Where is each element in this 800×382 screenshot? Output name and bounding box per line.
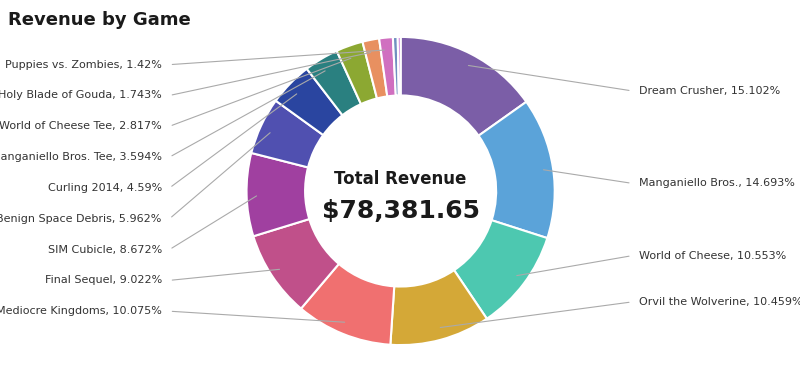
Text: Manganiello Bros., 14.693%: Manganiello Bros., 14.693% (639, 178, 795, 188)
Text: Final Sequel, 9.022%: Final Sequel, 9.022% (45, 275, 162, 285)
Text: SIM Cubicle, 8.672%: SIM Cubicle, 8.672% (47, 244, 162, 254)
Wedge shape (398, 37, 401, 96)
Wedge shape (401, 37, 526, 136)
Wedge shape (390, 270, 487, 345)
Wedge shape (306, 51, 361, 115)
Text: Manganiello Bros. Tee, 3.594%: Manganiello Bros. Tee, 3.594% (0, 152, 162, 162)
Text: Curling 2014, 4.59%: Curling 2014, 4.59% (47, 183, 162, 193)
Wedge shape (254, 219, 339, 309)
Wedge shape (301, 264, 394, 345)
Wedge shape (478, 102, 554, 238)
Text: World of Cheese, 10.553%: World of Cheese, 10.553% (639, 251, 786, 261)
Text: Puppies vs. Zombies, 1.42%: Puppies vs. Zombies, 1.42% (5, 60, 162, 70)
Text: Holy Blade of Gouda, 1.743%: Holy Blade of Gouda, 1.743% (0, 91, 162, 100)
Wedge shape (454, 220, 547, 319)
Wedge shape (362, 39, 387, 99)
Text: Dream Crusher, 15.102%: Dream Crusher, 15.102% (639, 86, 781, 96)
Wedge shape (379, 37, 396, 96)
Text: Orvil the Wolverine, 10.459%: Orvil the Wolverine, 10.459% (639, 297, 800, 307)
Text: Benign Space Debris, 5.962%: Benign Space Debris, 5.962% (0, 214, 162, 224)
Wedge shape (393, 37, 399, 96)
Wedge shape (246, 153, 310, 236)
Text: World of Cheese Tee, 2.817%: World of Cheese Tee, 2.817% (0, 121, 162, 131)
Wedge shape (251, 101, 323, 167)
Wedge shape (276, 69, 342, 135)
Wedge shape (337, 42, 377, 104)
Text: Revenue by Game: Revenue by Game (8, 11, 190, 29)
Text: Total Revenue: Total Revenue (334, 170, 467, 188)
Text: Mediocre Kingdoms, 10.075%: Mediocre Kingdoms, 10.075% (0, 306, 162, 316)
Text: $78,381.65: $78,381.65 (322, 199, 480, 223)
